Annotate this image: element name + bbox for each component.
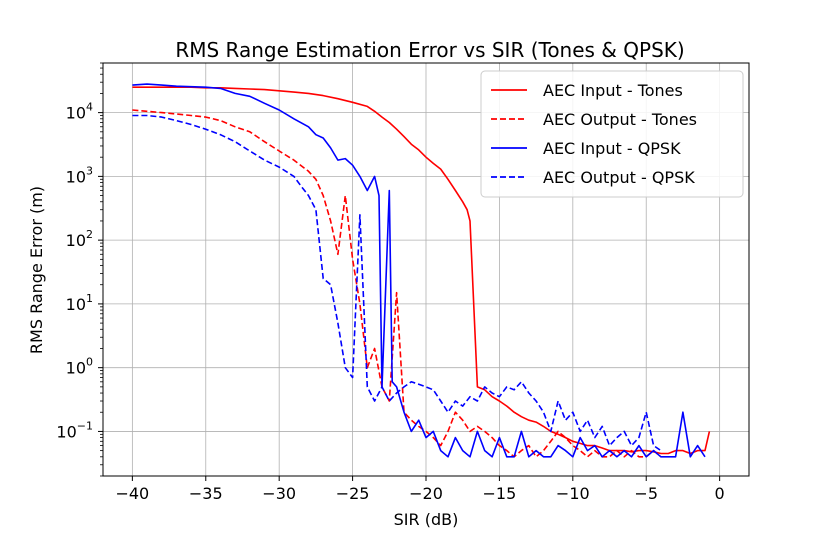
y-tick-label: 102 — [66, 228, 93, 250]
series-line-aec-input-tones — [132, 86, 711, 455]
x-tick-label: 0 — [715, 484, 725, 503]
legend-label: AEC Output - Tones — [543, 110, 697, 129]
y-tick-label: 104 — [66, 101, 93, 123]
x-tick-label: −40 — [115, 484, 149, 503]
y-tick-label: 10−1 — [56, 419, 93, 441]
y-axis-label: RMS Range Error (m) — [27, 186, 46, 354]
y-tick-label: 103 — [66, 164, 93, 186]
x-tick-label: −15 — [483, 484, 517, 503]
series-line-aec-output-qpsk — [132, 114, 662, 452]
y-tick-label: 100 — [66, 356, 93, 378]
y-tick-label: 101 — [66, 292, 93, 314]
x-tick-label: −10 — [556, 484, 590, 503]
legend-label: AEC Input - Tones — [543, 81, 683, 100]
x-tick-label: −35 — [189, 484, 223, 503]
x-axis-label: SIR (dB) — [394, 510, 459, 529]
x-tick-label: −20 — [409, 484, 443, 503]
legend-box — [480, 70, 744, 198]
chart-title: RMS Range Estimation Error vs SIR (Tones… — [175, 38, 684, 62]
x-tick-label: −25 — [336, 484, 370, 503]
x-tick-label: −5 — [634, 484, 658, 503]
series-group — [132, 83, 711, 458]
series-line-aec-input-qpsk — [132, 83, 706, 458]
legend-label: AEC Input - QPSK — [543, 139, 681, 158]
axis-ticks: −40 −35 −30 −25 −20 −15 −10 −5 0 10−1 100 101 102 103… — [56, 62, 725, 503]
series-line-aec-output-tones — [132, 109, 662, 458]
legend: AEC Input - Tones AEC Output - Tones AEC I… — [480, 70, 744, 198]
x-tick-label: −30 — [262, 484, 296, 503]
legend-label: AEC Output - QPSK — [543, 168, 695, 187]
